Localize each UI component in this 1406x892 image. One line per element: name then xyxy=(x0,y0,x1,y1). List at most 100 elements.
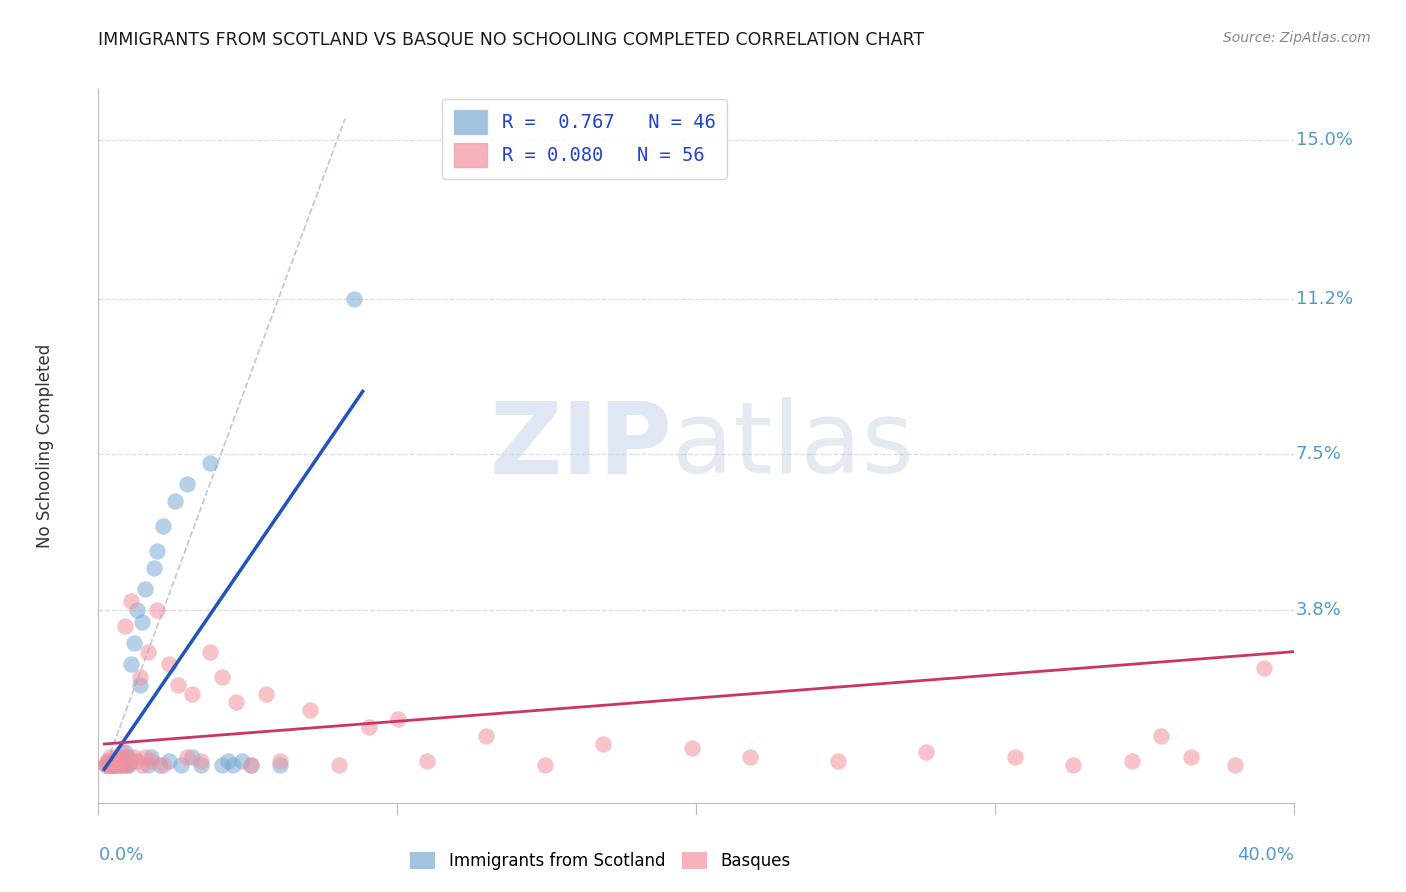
Point xyxy=(269,754,291,768)
Point xyxy=(222,758,245,772)
Point xyxy=(298,703,321,717)
Point xyxy=(231,754,253,768)
Point xyxy=(131,615,153,630)
Point xyxy=(217,754,239,768)
Point xyxy=(134,582,156,596)
Point xyxy=(198,456,221,470)
Point xyxy=(96,754,118,768)
Point xyxy=(1121,754,1143,768)
Point xyxy=(100,758,122,772)
Point xyxy=(117,758,139,772)
Point xyxy=(254,687,277,701)
Point xyxy=(475,729,498,743)
Point xyxy=(98,758,121,772)
Point xyxy=(114,619,136,633)
Point xyxy=(97,758,120,772)
Point xyxy=(101,758,124,772)
Point xyxy=(181,749,204,764)
Point xyxy=(143,560,166,574)
Point xyxy=(122,749,145,764)
Point xyxy=(141,754,163,768)
Point xyxy=(125,603,148,617)
Point xyxy=(240,758,263,772)
Text: 7.5%: 7.5% xyxy=(1296,445,1341,464)
Point xyxy=(120,594,142,608)
Point xyxy=(198,645,221,659)
Point xyxy=(114,746,136,760)
Point xyxy=(134,749,156,764)
Point xyxy=(1004,749,1026,764)
Point xyxy=(176,476,198,491)
Point xyxy=(190,758,212,772)
Point xyxy=(1150,729,1173,743)
Point xyxy=(157,754,180,768)
Point xyxy=(181,687,204,701)
Point xyxy=(114,749,136,764)
Point xyxy=(157,657,180,672)
Point xyxy=(740,749,762,764)
Text: 0.0%: 0.0% xyxy=(98,846,143,863)
Point xyxy=(103,758,125,772)
Point xyxy=(114,758,136,772)
Point xyxy=(915,746,938,760)
Point xyxy=(105,758,128,772)
Point xyxy=(108,754,131,768)
Point xyxy=(146,603,169,617)
Point xyxy=(111,758,134,772)
Point xyxy=(96,758,118,772)
Text: 40.0%: 40.0% xyxy=(1237,846,1294,863)
Point xyxy=(141,749,163,764)
Point xyxy=(163,493,186,508)
Point xyxy=(128,678,150,692)
Point xyxy=(125,754,148,768)
Point xyxy=(117,758,139,772)
Text: 15.0%: 15.0% xyxy=(1296,130,1353,149)
Text: Source: ZipAtlas.com: Source: ZipAtlas.com xyxy=(1223,31,1371,45)
Point xyxy=(108,758,131,772)
Text: No Schooling Completed: No Schooling Completed xyxy=(35,344,53,548)
Point xyxy=(592,737,614,751)
Point xyxy=(416,754,439,768)
Point xyxy=(105,758,128,772)
Point xyxy=(120,754,142,768)
Point xyxy=(211,758,233,772)
Point xyxy=(94,758,117,772)
Point xyxy=(101,754,124,768)
Point xyxy=(128,670,150,684)
Point xyxy=(1253,661,1275,675)
Point xyxy=(269,758,291,772)
Point xyxy=(225,695,247,709)
Point xyxy=(131,758,153,772)
Legend: Immigrants from Scotland, Basques: Immigrants from Scotland, Basques xyxy=(404,845,797,877)
Point xyxy=(211,670,233,684)
Point xyxy=(117,749,139,764)
Text: IMMIGRANTS FROM SCOTLAND VS BASQUE NO SCHOOLING COMPLETED CORRELATION CHART: IMMIGRANTS FROM SCOTLAND VS BASQUE NO SC… xyxy=(98,31,925,49)
Point xyxy=(146,544,169,558)
Text: atlas: atlas xyxy=(672,398,914,494)
Point xyxy=(1223,758,1246,772)
Point xyxy=(101,754,124,768)
Point xyxy=(111,746,134,760)
Point xyxy=(176,749,198,764)
Point xyxy=(108,758,131,772)
Point xyxy=(101,758,124,772)
Point xyxy=(240,758,263,772)
Point xyxy=(98,754,121,768)
Point xyxy=(149,758,172,772)
Text: 11.2%: 11.2% xyxy=(1296,290,1353,308)
Point xyxy=(111,758,134,772)
Point xyxy=(169,758,191,772)
Point xyxy=(681,741,703,756)
Point xyxy=(387,712,409,726)
Point xyxy=(120,657,142,672)
Point xyxy=(328,758,350,772)
Point xyxy=(827,754,849,768)
Point xyxy=(108,749,131,764)
Point xyxy=(1180,749,1202,764)
Point xyxy=(166,678,188,692)
Point xyxy=(152,758,174,772)
Point xyxy=(122,636,145,650)
Text: 3.8%: 3.8% xyxy=(1296,600,1341,619)
Point xyxy=(98,758,121,772)
Point xyxy=(343,292,366,306)
